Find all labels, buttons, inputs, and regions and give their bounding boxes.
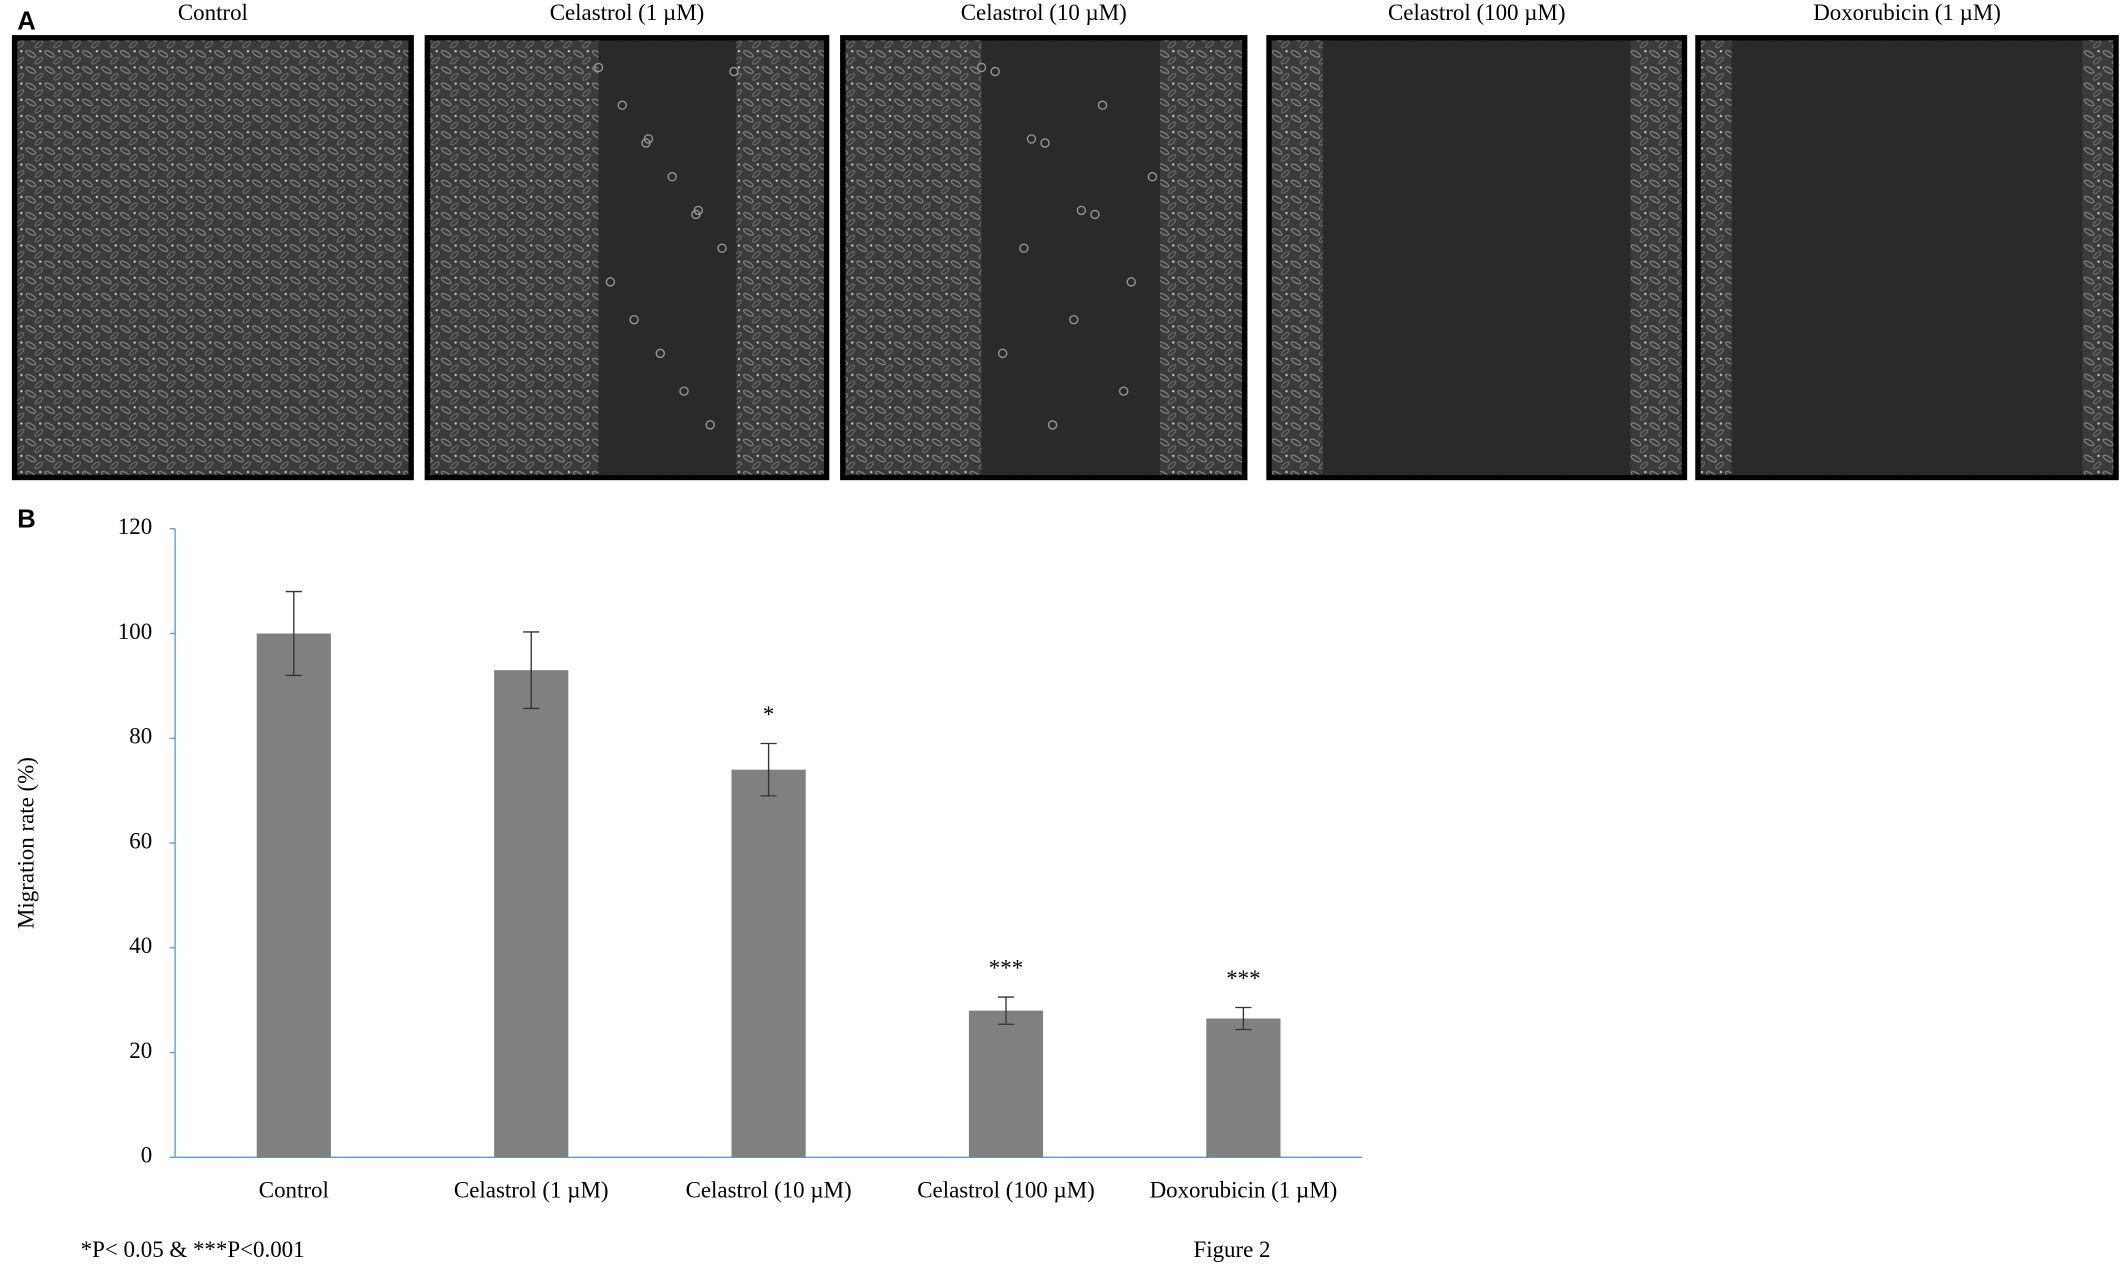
x-tick-label: Celastrol (100 µM) [917,1178,1094,1203]
bar [494,670,569,1158]
cell [617,100,627,110]
footnote: *P< 0.05 & ***P<0.001 [81,1237,305,1262]
bar [1206,1018,1281,1158]
y-tick-label: 20 [129,1038,152,1063]
cell [641,138,651,148]
cell [667,171,677,182]
y-tick-label: 40 [129,933,152,958]
wound-area [1322,40,1631,475]
bar [968,1010,1044,1158]
image-title: Celastrol (1 µM) [550,0,705,25]
x-tick-label: Celastrol (10 µM) [686,1178,852,1203]
image-title: Celastrol (100 µM) [1388,0,1565,25]
bar [731,769,806,1158]
x-tick-label: Control [259,1178,329,1203]
wound-area [1731,40,2083,475]
significance: *** [989,955,1023,980]
panel-label: B [17,505,35,533]
cell [976,62,987,73]
y-tick-label: 120 [118,514,152,539]
image-title: Control [178,0,248,25]
y-tick-label: 0 [141,1143,152,1168]
y-tick-label: 60 [129,828,152,853]
significance: *** [1226,966,1260,991]
cell [1069,314,1079,325]
bar [256,633,331,1158]
cell [1026,134,1037,144]
cell [1047,420,1058,430]
cell [655,348,666,359]
cell [997,348,1008,359]
wound-area [598,40,737,475]
wound-area [981,40,1160,475]
cell [1126,277,1136,287]
significance: * [763,702,774,727]
cell [1076,205,1087,216]
cell [593,62,604,73]
cell [691,209,701,220]
cell [1090,209,1100,220]
cell [1118,386,1129,396]
cell [1040,138,1050,148]
micrograph [11,35,414,481]
cell [679,386,689,396]
panel-label: A [17,8,35,36]
y-axis-label: Migration rate (%) [13,757,38,929]
cell [605,277,616,287]
image-title: Doxorubicin (1 µM) [1813,0,2001,25]
y-tick-label: 100 [118,619,152,644]
y-tick-label: 80 [129,724,152,749]
cell [1097,100,1108,110]
x-tick-label: Doxorubicin (1 µM) [1150,1178,1338,1203]
x-tick-label: Celastrol (1 µM) [454,1178,609,1203]
cell [729,66,739,77]
cell [1019,243,1029,253]
figure-label: Figure 2 [1193,1237,1270,1262]
cell [629,314,639,325]
cell [1147,171,1158,182]
cell [717,243,727,253]
cell [990,66,1000,77]
cell [705,420,715,430]
image-title: Celastrol (10 µM) [961,0,1127,25]
